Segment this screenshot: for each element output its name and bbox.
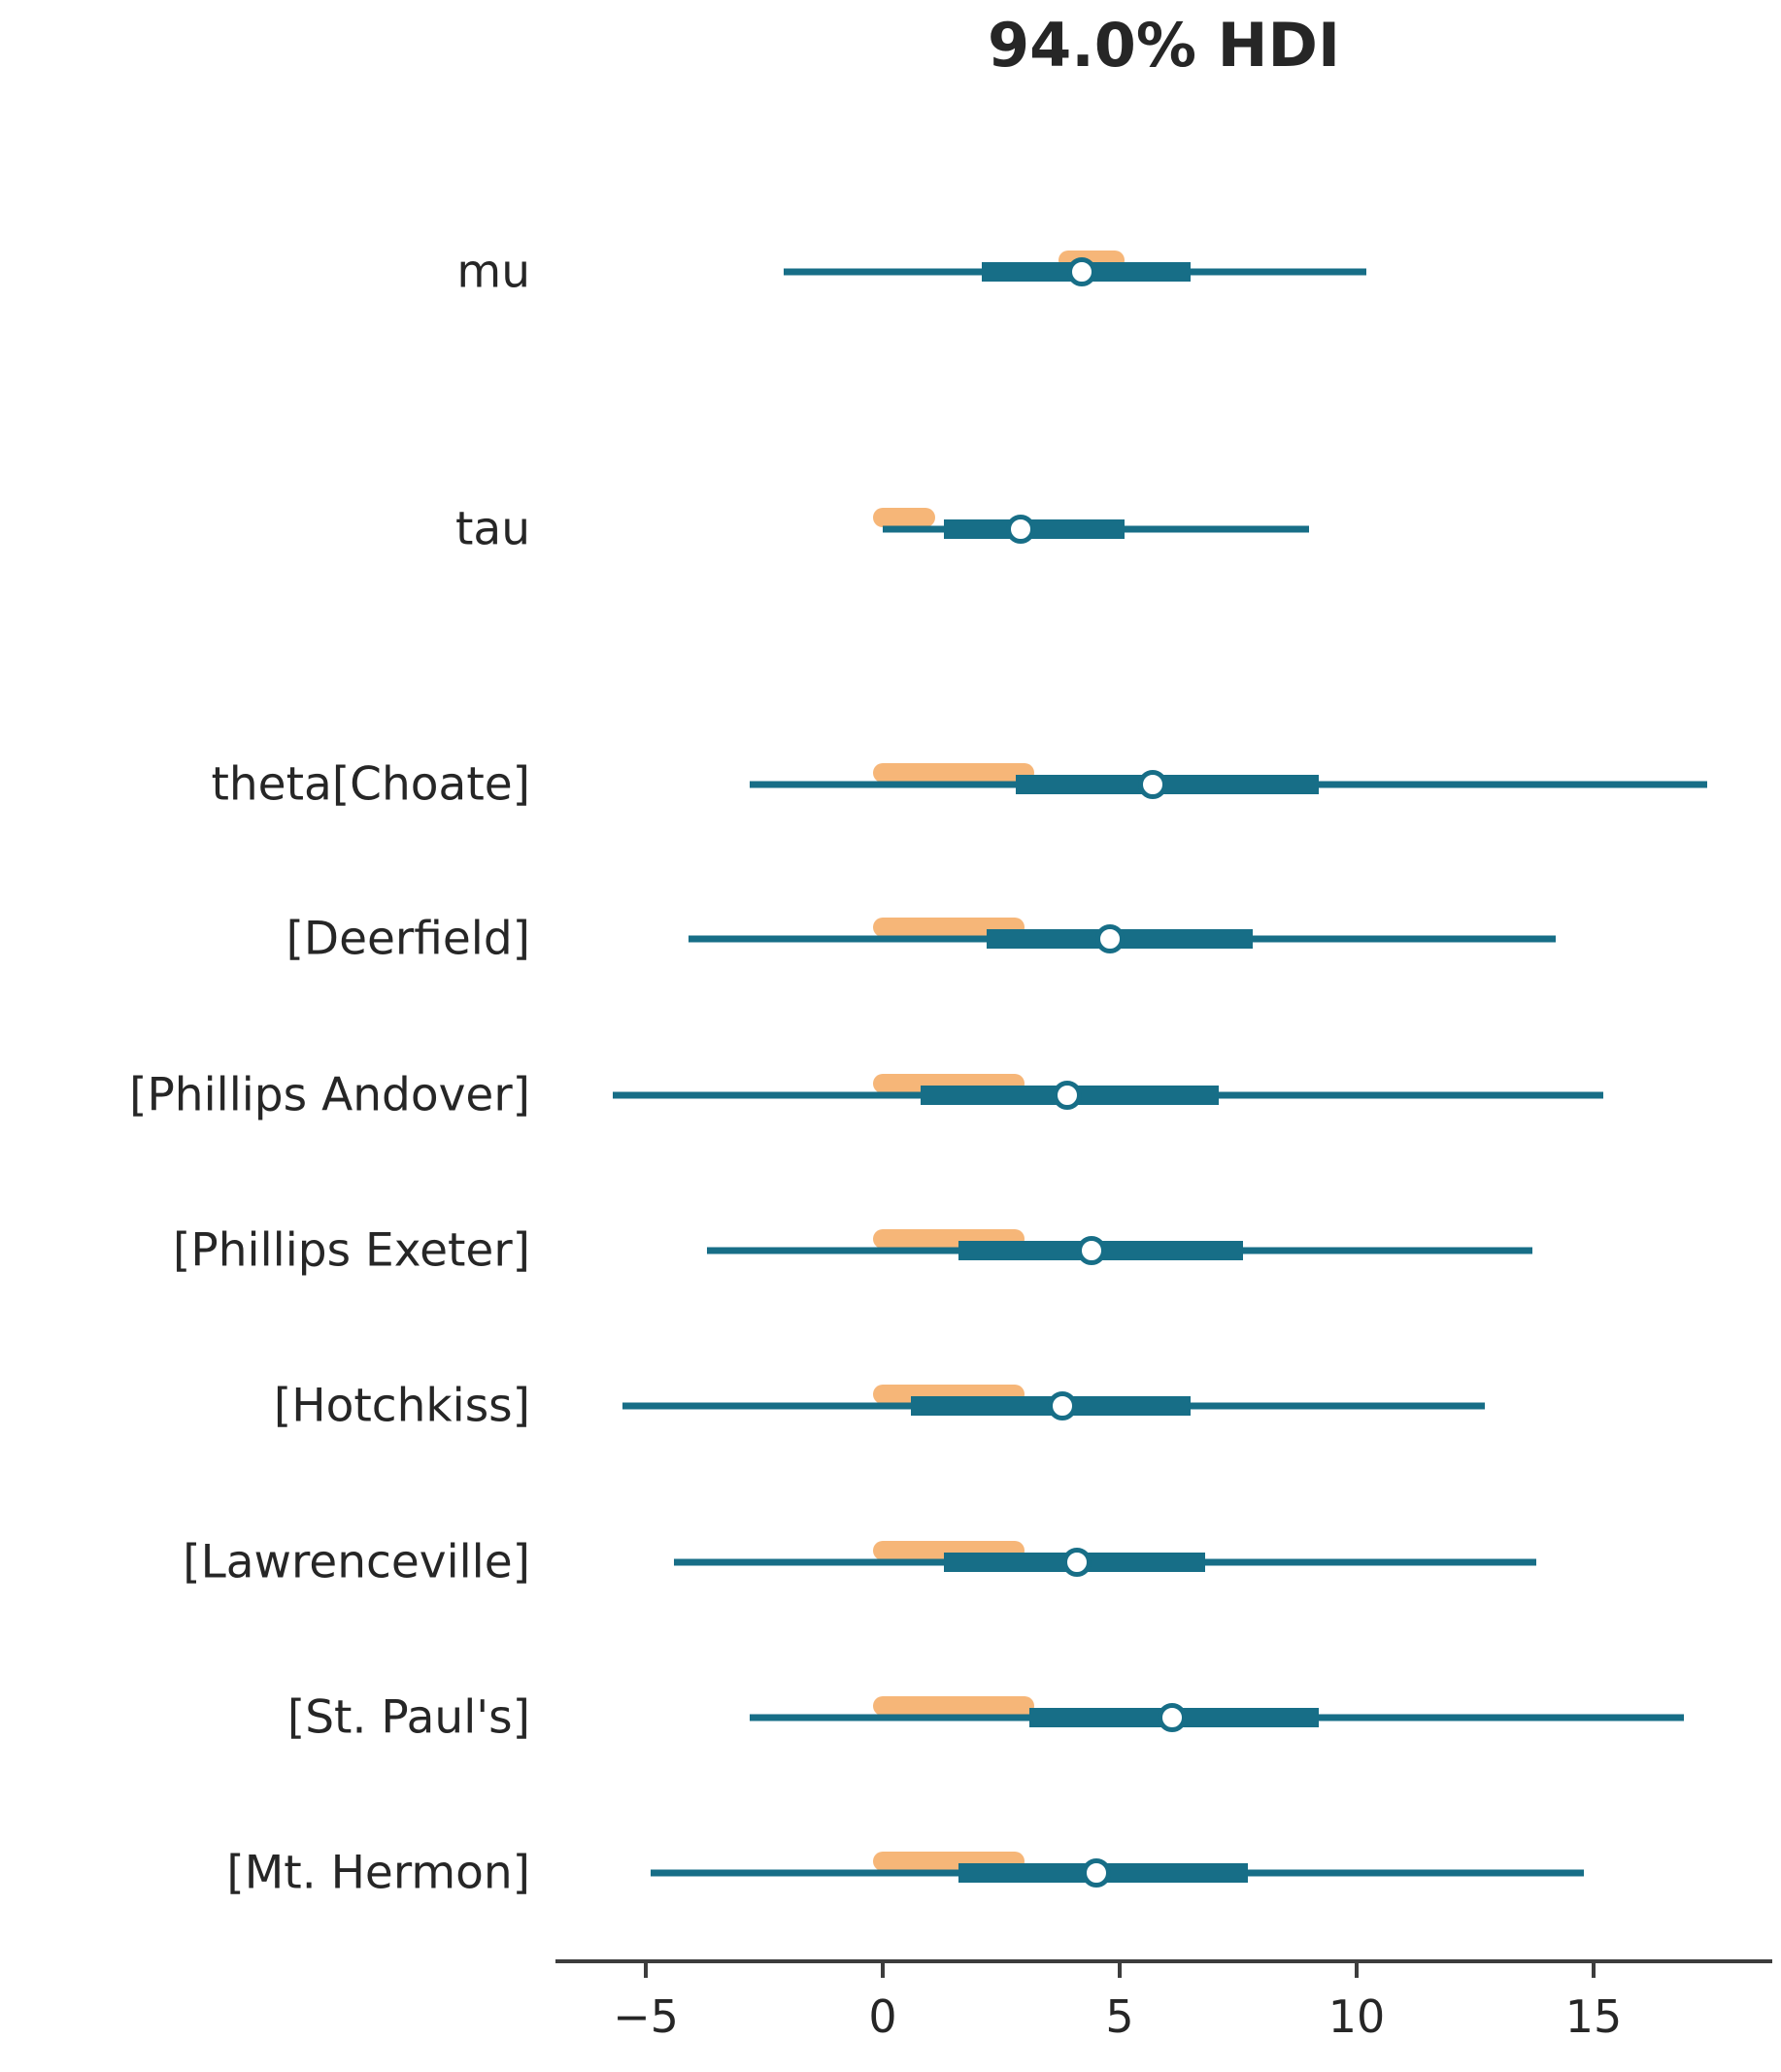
median-marker	[1062, 1548, 1092, 1577]
median-marker	[1005, 515, 1035, 544]
x-axis-tick-label: 10	[1327, 1990, 1386, 2043]
x-axis-tick-label: 5	[1105, 1990, 1134, 2043]
rope-band	[873, 1696, 1035, 1716]
rope-band	[873, 508, 935, 527]
median-marker	[1076, 1236, 1106, 1265]
rope-band	[873, 763, 1035, 783]
x-axis-tick-label: 0	[868, 1990, 897, 2043]
x-axis-tick-label: −5	[613, 1990, 679, 2043]
row-label: mu	[456, 245, 530, 299]
median-marker	[1053, 1081, 1083, 1110]
row-label: theta[Choate]	[211, 757, 530, 812]
x-axis-tick	[644, 1963, 648, 1978]
row-label: [Mt. Hermon]	[226, 1846, 530, 1900]
x-axis-tick	[1118, 1963, 1122, 1978]
median-marker	[1138, 770, 1168, 799]
row-label: tau	[454, 502, 530, 556]
row-label: [Phillips Andover]	[129, 1068, 530, 1122]
median-marker	[1066, 257, 1096, 286]
row-label: [Phillips Exeter]	[173, 1223, 530, 1278]
x-axis-tick	[1355, 1963, 1359, 1978]
median-marker	[1081, 1858, 1111, 1888]
median-marker	[1157, 1703, 1187, 1732]
row-label: [St. Paul's]	[286, 1690, 530, 1745]
x-axis-tick-label: 15	[1564, 1990, 1623, 2043]
median-marker	[1048, 1391, 1078, 1420]
rope-band	[873, 918, 1025, 937]
row-label: [Deerfield]	[286, 912, 530, 966]
median-marker	[1095, 924, 1126, 953]
row-label: [Lawrenceville]	[183, 1535, 530, 1589]
x-axis-spine	[555, 1959, 1772, 1963]
chart-title: 94.0% HDI	[987, 10, 1341, 81]
x-axis-tick	[881, 1963, 885, 1978]
x-axis-tick	[1592, 1963, 1596, 1978]
row-label: [Hotchkiss]	[273, 1379, 530, 1433]
